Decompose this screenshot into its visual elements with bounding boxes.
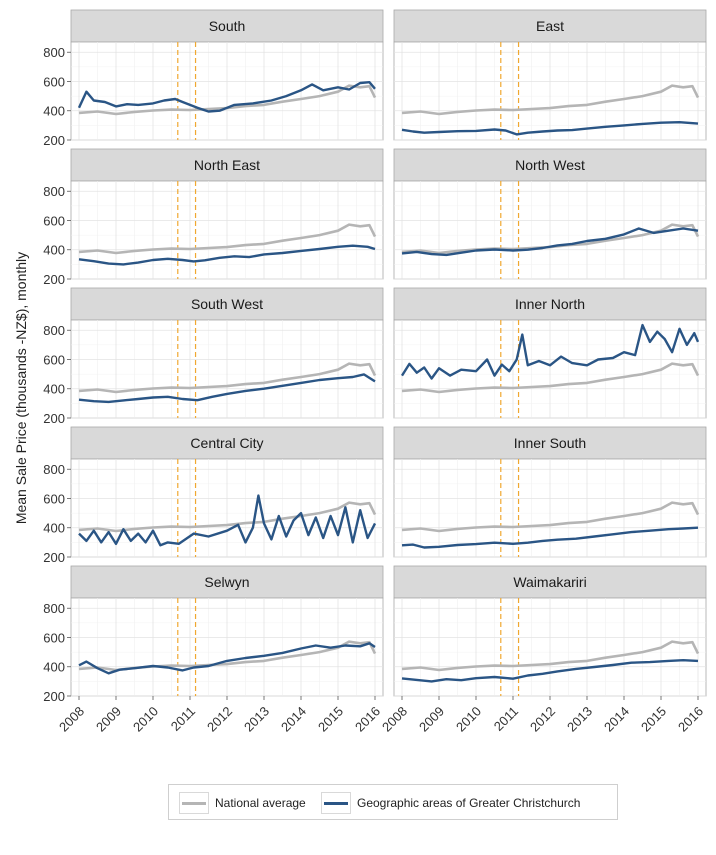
facet-title-waimakariri: Waimakariri: [513, 574, 586, 590]
x-tick-label: 2014: [601, 704, 632, 735]
y-tick-label: 600: [43, 213, 65, 228]
x-tick-label: 2010: [130, 704, 161, 735]
facet-title-north-east: North East: [194, 157, 260, 173]
y-tick-label: 200: [43, 550, 65, 565]
facet-title-inner-north: Inner North: [515, 296, 585, 312]
facet-title-south: South: [209, 18, 246, 34]
legend-swatch-area: [324, 802, 348, 805]
facet-title-selwyn: Selwyn: [204, 574, 249, 590]
y-tick-label: 400: [43, 243, 65, 258]
y-axis-title: Mean Sale Price (thousands -NZ$), monthl…: [13, 252, 29, 524]
y-tick-label: 800: [43, 323, 65, 338]
x-tick-label: 2012: [204, 704, 235, 735]
y-tick-label: 600: [43, 491, 65, 506]
legend: National average Geographic areas of Gre…: [168, 784, 618, 820]
facet-strip-north-east: [70, 148, 384, 182]
x-tick-label: 2008: [56, 704, 87, 735]
y-tick-label: 800: [43, 184, 65, 199]
y-tick-label: 600: [43, 352, 65, 367]
x-tick-label: 2015: [638, 704, 669, 735]
series-area-inner-south: [401, 526, 699, 549]
x-tick-label: 2014: [278, 704, 309, 735]
x-tick-label: 2012: [527, 704, 558, 735]
facet-title-inner-south: Inner South: [514, 435, 586, 451]
series-national-central-city: [78, 501, 377, 533]
series-national-inner-south: [401, 501, 700, 533]
x-tick-label: 2016: [352, 704, 383, 735]
y-tick-label: 400: [43, 382, 65, 397]
series-area-selwyn: [78, 642, 376, 675]
y-tick-label: 800: [43, 45, 65, 60]
facet-strip-waimakariri: [393, 565, 707, 599]
facet-title-south-west: South West: [191, 296, 263, 312]
y-tick-label: 200: [43, 689, 65, 704]
series-area-waimakariri: [401, 659, 699, 683]
y-tick-label: 200: [43, 133, 65, 148]
x-tick-label: 2016: [675, 704, 706, 735]
facet-strip-south-west: [70, 287, 384, 321]
legend-label-area: Geographic areas of Greater Christchurch: [357, 796, 581, 810]
x-tick-label: 2011: [491, 704, 521, 734]
series-national-waimakariri: [401, 640, 700, 672]
x-tick-label: 2009: [416, 704, 447, 735]
legend-key-area: [321, 792, 351, 814]
legend-key-national: [179, 792, 209, 814]
series-area-north-east: [78, 244, 376, 266]
x-tick-label: 2011: [168, 704, 198, 734]
y-tick-label: 400: [43, 660, 65, 675]
x-tick-label: 2009: [93, 704, 124, 735]
y-tick-label: 200: [43, 411, 65, 426]
series-national-south: [78, 84, 377, 116]
series-area-central-city: [78, 494, 377, 547]
series-national-south-west: [78, 362, 377, 394]
x-tick-label: 2015: [315, 704, 346, 735]
facet-strip-south: [70, 9, 384, 43]
y-tick-label: 400: [43, 104, 65, 119]
legend-item-area: Geographic areas of Greater Christchurch: [321, 785, 580, 821]
series-area-east: [401, 120, 699, 136]
series-area-south: [77, 80, 376, 113]
series-national-east: [401, 84, 700, 116]
series-national-north-east: [78, 223, 377, 255]
legend-swatch-national: [182, 802, 206, 805]
y-tick-label: 200: [43, 272, 65, 287]
x-tick-label: 2008: [379, 704, 410, 735]
x-tick-label: 2013: [241, 704, 272, 735]
series-area-north-west: [401, 227, 699, 257]
series-national-inner-north: [401, 362, 700, 394]
y-tick-label: 600: [43, 74, 65, 89]
legend-label-national: National average: [215, 796, 306, 810]
y-tick-label: 800: [43, 601, 65, 616]
y-tick-label: 600: [43, 630, 65, 645]
facet-strip-selwyn: [70, 565, 384, 599]
y-tick-label: 400: [43, 521, 65, 536]
facet-strip-north-west: [393, 148, 707, 182]
series-area-inner-north: [400, 323, 700, 380]
facet-title-east: East: [536, 18, 564, 34]
legend-item-national: National average: [179, 785, 306, 821]
x-tick-label: 2010: [453, 704, 484, 735]
facet-title-central-city: Central City: [190, 435, 263, 451]
facet-strip-inner-south: [393, 426, 707, 460]
series-area-south-west: [78, 373, 376, 404]
facet-title-north-west: North West: [515, 157, 585, 173]
y-tick-label: 800: [43, 462, 65, 477]
facet-strip-central-city: [70, 426, 384, 460]
x-tick-label: 2013: [564, 704, 595, 735]
